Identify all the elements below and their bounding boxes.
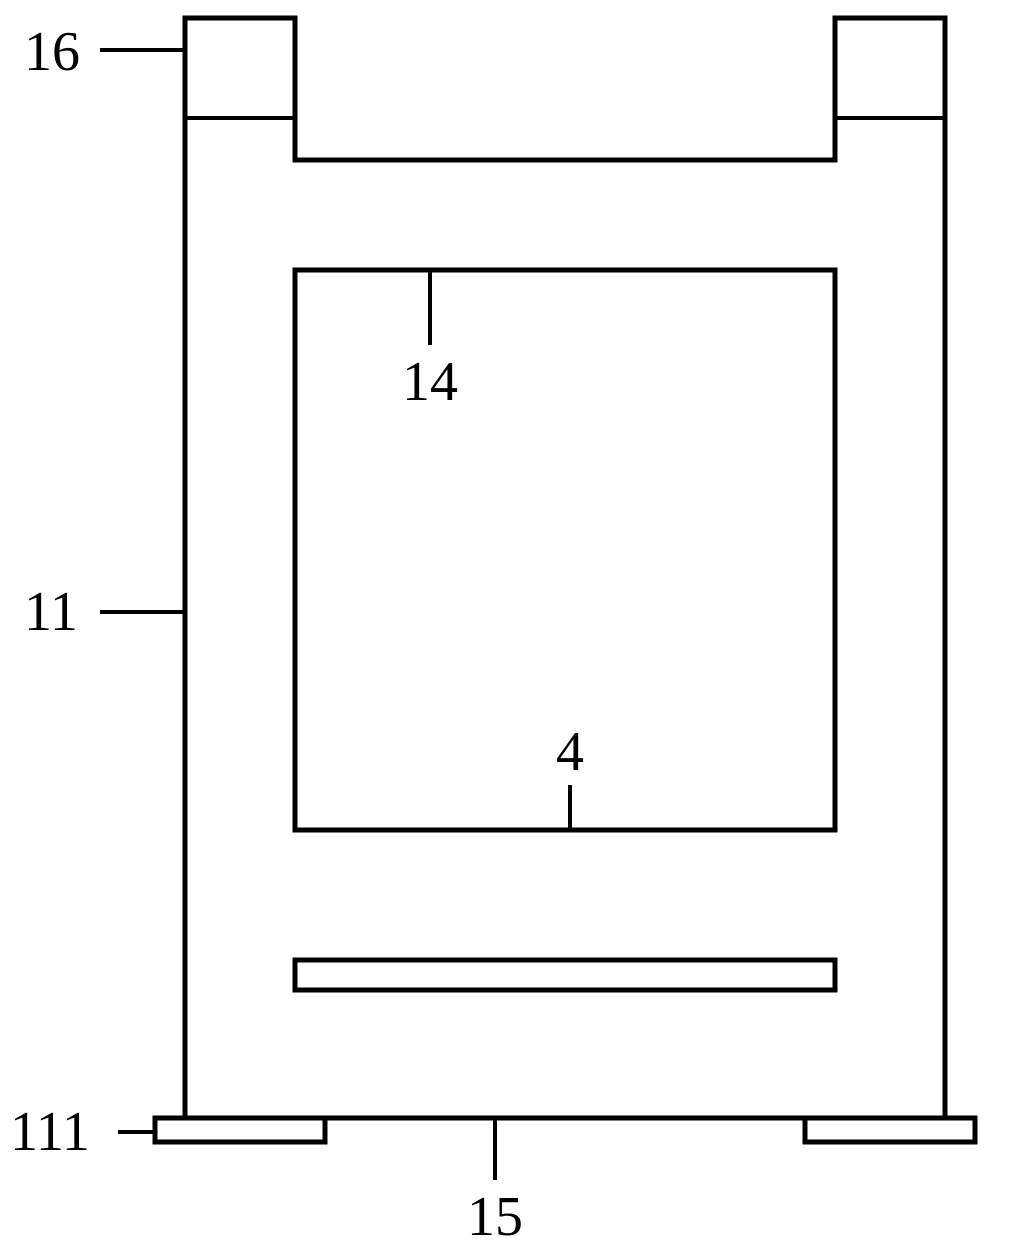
label-l11: 11 [24, 581, 78, 643]
label-l111: 111 [10, 1101, 90, 1163]
label-l15: 15 [467, 1186, 523, 1248]
left-foot-plate [155, 1118, 325, 1142]
right-foot-plate [805, 1118, 975, 1142]
label-l4: 4 [556, 721, 584, 783]
label-l14: 14 [402, 351, 458, 413]
label-l16: 16 [24, 21, 80, 83]
right-pillar [835, 18, 945, 1118]
left-pillar [185, 18, 295, 1118]
